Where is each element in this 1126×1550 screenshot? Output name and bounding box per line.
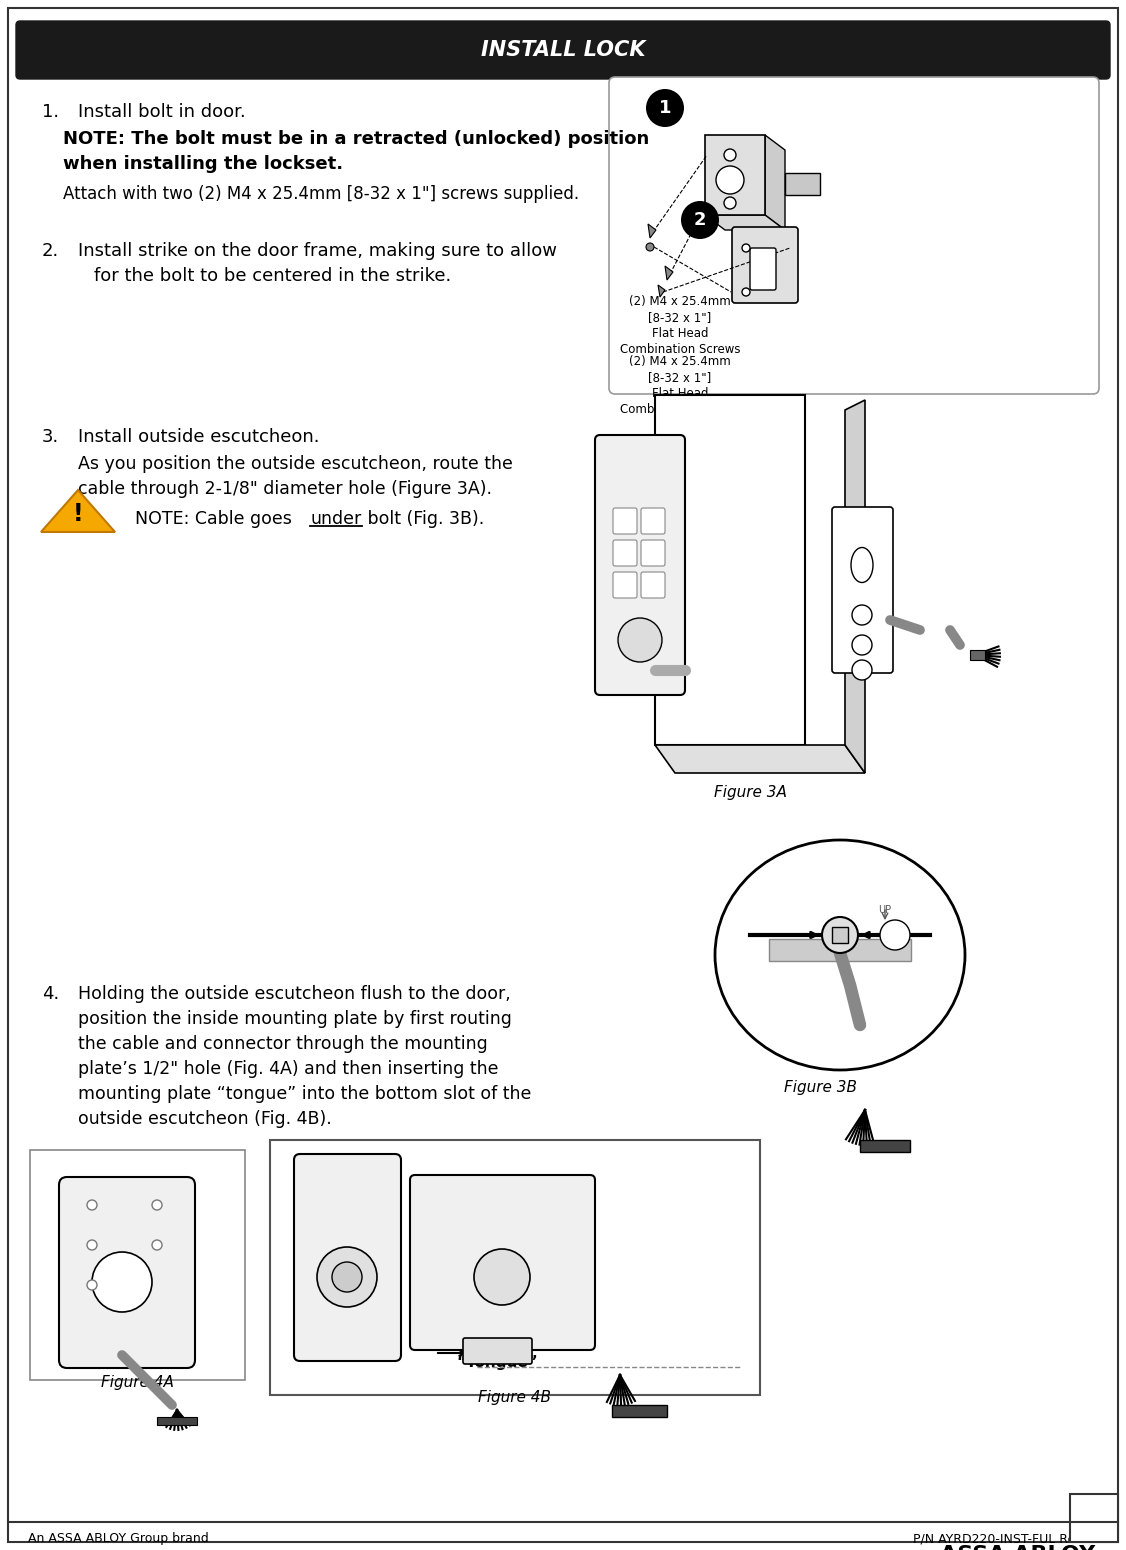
FancyBboxPatch shape — [641, 572, 665, 598]
Circle shape — [87, 1280, 97, 1290]
FancyBboxPatch shape — [750, 248, 776, 290]
Text: (2) M4 x 25.4mm
[8-32 x 1"]
Flat Head
Combination Screws: (2) M4 x 25.4mm [8-32 x 1"] Flat Head Co… — [619, 355, 740, 415]
Text: cable through 2-1/8" diameter hole (Figure 3A).: cable through 2-1/8" diameter hole (Figu… — [78, 480, 492, 498]
Text: !: ! — [73, 502, 83, 525]
Bar — [30, 1150, 245, 1380]
Text: Figure 4A: Figure 4A — [100, 1375, 173, 1390]
Text: for the bolt to be centered in the strike.: for the bolt to be centered in the strik… — [93, 267, 452, 285]
FancyBboxPatch shape — [613, 508, 637, 535]
FancyBboxPatch shape — [832, 507, 893, 673]
Circle shape — [852, 604, 872, 625]
Circle shape — [318, 1248, 377, 1307]
Text: mounting plate “tongue” into the bottom slot of the: mounting plate “tongue” into the bottom … — [78, 1085, 531, 1104]
Text: ASSA ABLOY: ASSA ABLOY — [940, 1545, 1094, 1550]
Text: Attach with two (2) M4 x 25.4mm [8-32 x 1"] screws supplied.: Attach with two (2) M4 x 25.4mm [8-32 x … — [63, 184, 579, 203]
FancyBboxPatch shape — [732, 226, 798, 302]
Polygon shape — [765, 135, 785, 229]
Circle shape — [87, 1200, 97, 1211]
Text: 7: 7 — [1085, 1507, 1102, 1530]
FancyBboxPatch shape — [613, 572, 637, 598]
Text: 1: 1 — [659, 99, 671, 116]
Text: NOTE: Cable goes: NOTE: Cable goes — [135, 510, 297, 529]
FancyBboxPatch shape — [705, 135, 765, 215]
Text: outside escutcheon (Fig. 4B).: outside escutcheon (Fig. 4B). — [78, 1110, 332, 1128]
Text: Install bolt in door.: Install bolt in door. — [78, 102, 245, 121]
Circle shape — [716, 166, 744, 194]
Circle shape — [152, 1200, 162, 1211]
Text: As you position the outside escutcheon, route the: As you position the outside escutcheon, … — [78, 456, 512, 473]
Text: bolt (Fig. 3B).: bolt (Fig. 3B). — [361, 510, 484, 529]
Circle shape — [92, 1252, 152, 1311]
Text: Holding the outside escutcheon flush to the door,: Holding the outside escutcheon flush to … — [78, 984, 511, 1003]
Polygon shape — [705, 215, 785, 229]
Text: 1.: 1. — [42, 102, 60, 121]
Circle shape — [822, 918, 858, 953]
FancyBboxPatch shape — [613, 539, 637, 566]
Circle shape — [332, 1262, 361, 1293]
Polygon shape — [844, 400, 865, 773]
Text: plate’s 1/2" hole (Fig. 4A) and then inserting the: plate’s 1/2" hole (Fig. 4A) and then ins… — [78, 1060, 499, 1077]
FancyBboxPatch shape — [860, 1139, 910, 1152]
Circle shape — [724, 197, 736, 209]
FancyBboxPatch shape — [59, 1176, 195, 1369]
FancyBboxPatch shape — [613, 1404, 667, 1417]
Text: the cable and connector through the mounting: the cable and connector through the moun… — [78, 1035, 488, 1052]
FancyBboxPatch shape — [609, 78, 1099, 394]
FancyBboxPatch shape — [157, 1417, 197, 1424]
Circle shape — [618, 618, 662, 662]
Circle shape — [646, 243, 654, 251]
FancyBboxPatch shape — [655, 395, 805, 746]
Ellipse shape — [851, 547, 873, 583]
Polygon shape — [41, 490, 115, 532]
Text: Figure 4B: Figure 4B — [479, 1390, 552, 1404]
Text: UP: UP — [878, 905, 891, 914]
Text: position the inside mounting plate by first routing: position the inside mounting plate by fi… — [78, 1011, 512, 1028]
Text: “Tongue”: “Tongue” — [456, 1355, 538, 1370]
Circle shape — [474, 1249, 530, 1305]
Text: NOTE: The bolt must be in a retracted (unlocked) position: NOTE: The bolt must be in a retracted (u… — [63, 130, 650, 147]
FancyBboxPatch shape — [294, 1155, 401, 1361]
FancyBboxPatch shape — [595, 436, 685, 694]
Circle shape — [742, 243, 750, 253]
Circle shape — [152, 1240, 162, 1249]
Circle shape — [87, 1240, 97, 1249]
Bar — [1070, 1494, 1118, 1542]
Text: 3.: 3. — [42, 428, 60, 446]
Circle shape — [881, 921, 910, 950]
FancyBboxPatch shape — [969, 649, 985, 660]
FancyBboxPatch shape — [16, 22, 1110, 79]
Bar — [270, 1139, 760, 1395]
Text: (2) M4 x 25.4mm
[8-32 x 1"]
Flat Head
Combination Screws: (2) M4 x 25.4mm [8-32 x 1"] Flat Head Co… — [619, 294, 740, 356]
FancyBboxPatch shape — [641, 508, 665, 535]
Circle shape — [681, 202, 720, 239]
Polygon shape — [655, 746, 865, 773]
FancyBboxPatch shape — [785, 174, 820, 195]
Polygon shape — [658, 285, 665, 298]
Text: 2: 2 — [694, 211, 706, 229]
Text: Figure 3B: Figure 3B — [784, 1080, 857, 1094]
FancyBboxPatch shape — [410, 1175, 595, 1350]
Text: when installing the lockset.: when installing the lockset. — [63, 155, 343, 174]
Polygon shape — [665, 267, 673, 281]
Text: An ASSA ABLOY Group brand: An ASSA ABLOY Group brand — [28, 1531, 208, 1545]
Text: under: under — [310, 510, 361, 529]
Circle shape — [852, 660, 872, 680]
Text: P/N AYRD220-INST-FUL Rev B: P/N AYRD220-INST-FUL Rev B — [913, 1531, 1094, 1545]
Text: 4.: 4. — [42, 984, 60, 1003]
Text: Install strike on the door frame, making sure to allow: Install strike on the door frame, making… — [78, 242, 557, 260]
FancyBboxPatch shape — [463, 1338, 531, 1364]
Text: 2.: 2. — [42, 242, 60, 260]
Text: Figure 3A: Figure 3A — [714, 784, 786, 800]
Circle shape — [646, 88, 683, 127]
Circle shape — [852, 636, 872, 656]
FancyBboxPatch shape — [641, 539, 665, 566]
FancyBboxPatch shape — [832, 927, 848, 942]
FancyBboxPatch shape — [769, 939, 911, 961]
Ellipse shape — [715, 840, 965, 1070]
Circle shape — [724, 149, 736, 161]
Text: INSTALL LOCK: INSTALL LOCK — [481, 40, 645, 60]
Polygon shape — [647, 225, 656, 239]
Circle shape — [742, 288, 750, 296]
Text: Install outside escutcheon.: Install outside escutcheon. — [78, 428, 320, 446]
